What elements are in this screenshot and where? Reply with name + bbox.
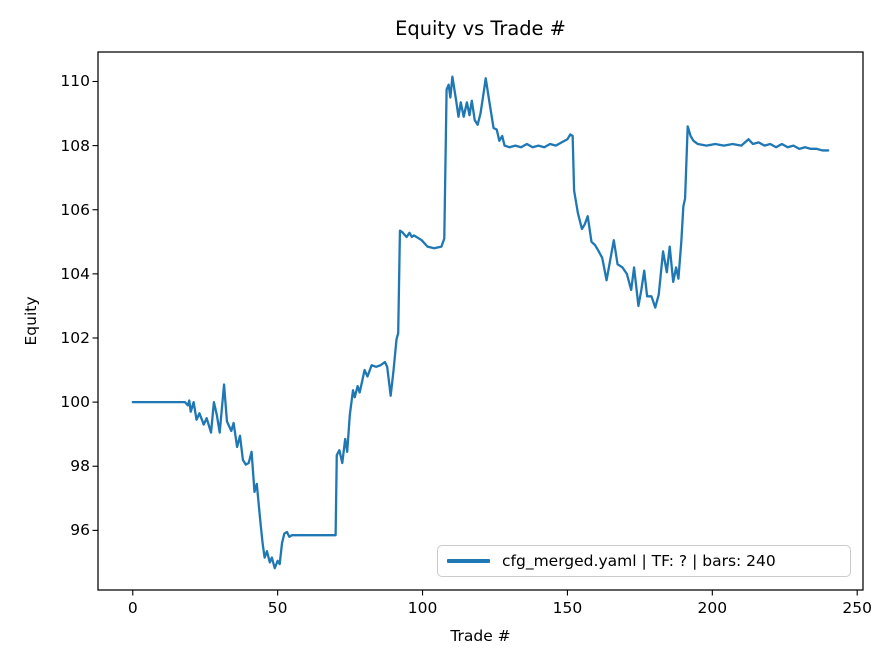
equity-line xyxy=(131,75,830,570)
x-tick-label: 150 xyxy=(552,599,583,617)
legend-line-sample xyxy=(447,559,490,563)
y-tick-label: 96 xyxy=(70,521,90,540)
y-tick-label: 108 xyxy=(60,136,90,155)
legend: cfg_merged.yaml | TF: ? | bars: 240 xyxy=(437,545,851,577)
y-tick-label: 106 xyxy=(60,200,90,219)
legend-label: cfg_merged.yaml | TF: ? | bars: 240 xyxy=(502,552,776,570)
y-tick-label: 104 xyxy=(60,264,90,283)
y-tick-label: 110 xyxy=(60,72,90,91)
y-tick-label: 102 xyxy=(60,328,90,347)
y-axis-label: Equity xyxy=(22,296,40,346)
x-tick-label: 200 xyxy=(697,599,728,617)
y-tick-label: 100 xyxy=(60,393,90,412)
x-axis-label: Trade # xyxy=(450,627,511,645)
plot-area-frame xyxy=(97,51,864,591)
y-tick-label: 98 xyxy=(70,457,90,476)
x-tick-label: 250 xyxy=(842,599,872,617)
x-tick-label: 0 xyxy=(127,599,138,617)
x-tick-label: 100 xyxy=(407,599,438,617)
x-tick-label: 50 xyxy=(267,599,288,617)
chart-title: Equity vs Trade # xyxy=(395,17,566,40)
